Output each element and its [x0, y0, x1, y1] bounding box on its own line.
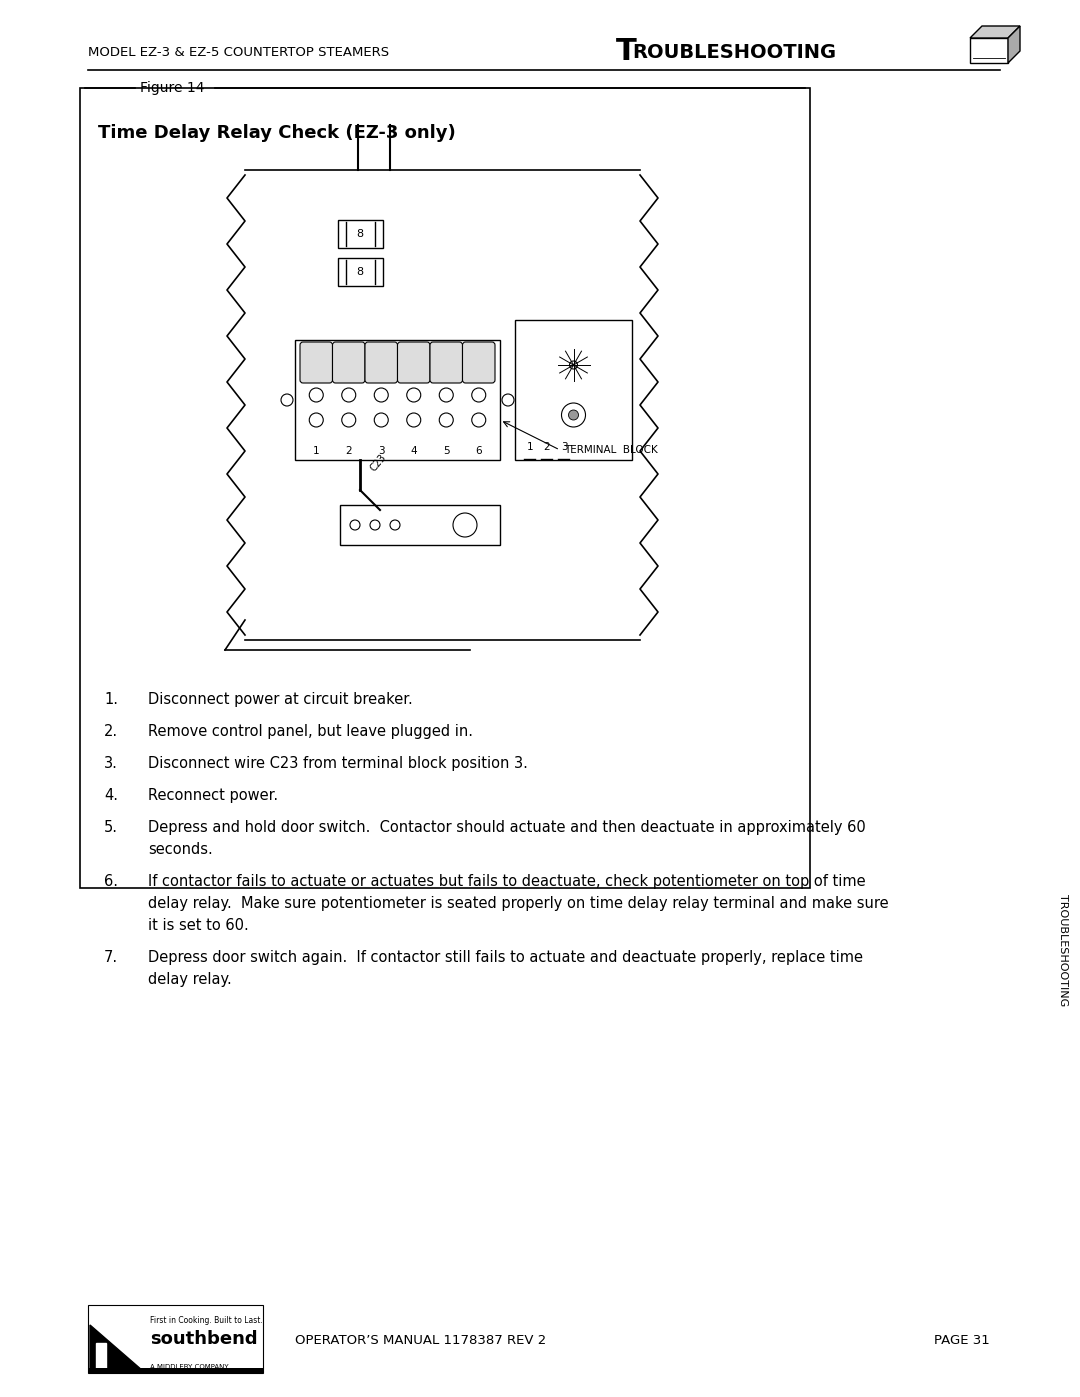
Text: Disconnect power at circuit breaker.: Disconnect power at circuit breaker. [148, 692, 413, 707]
Text: Depress door switch again.  If contactor still fails to actuate and deactuate pr: Depress door switch again. If contactor … [148, 950, 863, 965]
Text: Remove control panel, but leave plugged in.: Remove control panel, but leave plugged … [148, 724, 473, 739]
Text: it is set to 60.: it is set to 60. [148, 918, 248, 933]
Bar [340, 504, 500, 545]
Text: delay relay.  Make sure potentiometer is seated properly on time delay relay ter: delay relay. Make sure potentiometer is … [148, 895, 889, 911]
Bar [515, 320, 632, 460]
Text: T: T [616, 38, 637, 67]
Polygon shape [1008, 27, 1020, 63]
Text: southbend: southbend [150, 1330, 258, 1348]
Polygon shape [96, 1343, 106, 1370]
Bar [87, 1305, 264, 1373]
FancyBboxPatch shape [333, 342, 365, 383]
Text: 2: 2 [543, 441, 551, 453]
Text: First in Cooking. Built to Last.: First in Cooking. Built to Last. [150, 1316, 262, 1324]
Text: 2.: 2. [104, 724, 118, 739]
Circle shape [568, 409, 579, 420]
Bar [295, 339, 500, 460]
Text: OPERATOR’S MANUAL 1178387 REV 2: OPERATOR’S MANUAL 1178387 REV 2 [295, 1334, 546, 1348]
Text: 6.: 6. [104, 875, 118, 888]
Bar [338, 219, 383, 249]
Text: TERMINAL  BLOCK: TERMINAL BLOCK [564, 446, 658, 455]
FancyBboxPatch shape [365, 342, 397, 383]
Bar [338, 258, 383, 286]
Text: 4: 4 [410, 446, 417, 455]
Text: ROUBLESHOOTING: ROUBLESHOOTING [632, 42, 836, 61]
Circle shape [569, 360, 578, 369]
Text: 5: 5 [443, 446, 449, 455]
Text: TROUBLESHOOTING: TROUBLESHOOTING [1058, 894, 1068, 1006]
Text: Time Delay Relay Check (EZ-3 only): Time Delay Relay Check (EZ-3 only) [98, 124, 456, 142]
Text: Figure 14: Figure 14 [140, 81, 204, 95]
Text: PAGE 31: PAGE 31 [934, 1334, 990, 1348]
Text: 6: 6 [475, 446, 482, 455]
Polygon shape [970, 27, 1020, 38]
Text: 3: 3 [378, 446, 384, 455]
Text: 5.: 5. [104, 820, 118, 835]
Bar [80, 88, 810, 888]
Text: A MIDDLEBY COMPANY: A MIDDLEBY COMPANY [150, 1363, 229, 1370]
Text: 1: 1 [527, 441, 534, 453]
FancyBboxPatch shape [300, 342, 333, 383]
Bar [87, 1368, 264, 1373]
Text: 7.: 7. [104, 950, 118, 965]
FancyBboxPatch shape [462, 342, 495, 383]
FancyBboxPatch shape [430, 342, 462, 383]
Text: 1.: 1. [104, 692, 118, 707]
Text: If contactor fails to actuate or actuates but fails to deactuate, check potentio: If contactor fails to actuate or actuate… [148, 875, 866, 888]
Text: seconds.: seconds. [148, 842, 213, 856]
Text: Reconnect power.: Reconnect power. [148, 788, 279, 803]
Text: MODEL EZ-3 & EZ-5 COUNTERTOP STEAMERS: MODEL EZ-3 & EZ-5 COUNTERTOP STEAMERS [87, 46, 389, 59]
Text: 2: 2 [346, 446, 352, 455]
Text: 3: 3 [561, 441, 567, 453]
Text: Depress and hold door switch.  Contactor should actuate and then deactuate in ap: Depress and hold door switch. Contactor … [148, 820, 866, 835]
Polygon shape [90, 1324, 143, 1370]
Text: 3.: 3. [104, 756, 118, 771]
Text: Disconnect wire C23 from terminal block position 3.: Disconnect wire C23 from terminal block … [148, 756, 528, 771]
Bar [970, 38, 1008, 63]
Text: 4.: 4. [104, 788, 118, 803]
Text: C23: C23 [368, 451, 388, 474]
FancyBboxPatch shape [397, 342, 430, 383]
Text: 1: 1 [313, 446, 320, 455]
Text: 8: 8 [356, 267, 364, 277]
Text: 8: 8 [356, 229, 364, 239]
Text: delay relay.: delay relay. [148, 972, 232, 988]
